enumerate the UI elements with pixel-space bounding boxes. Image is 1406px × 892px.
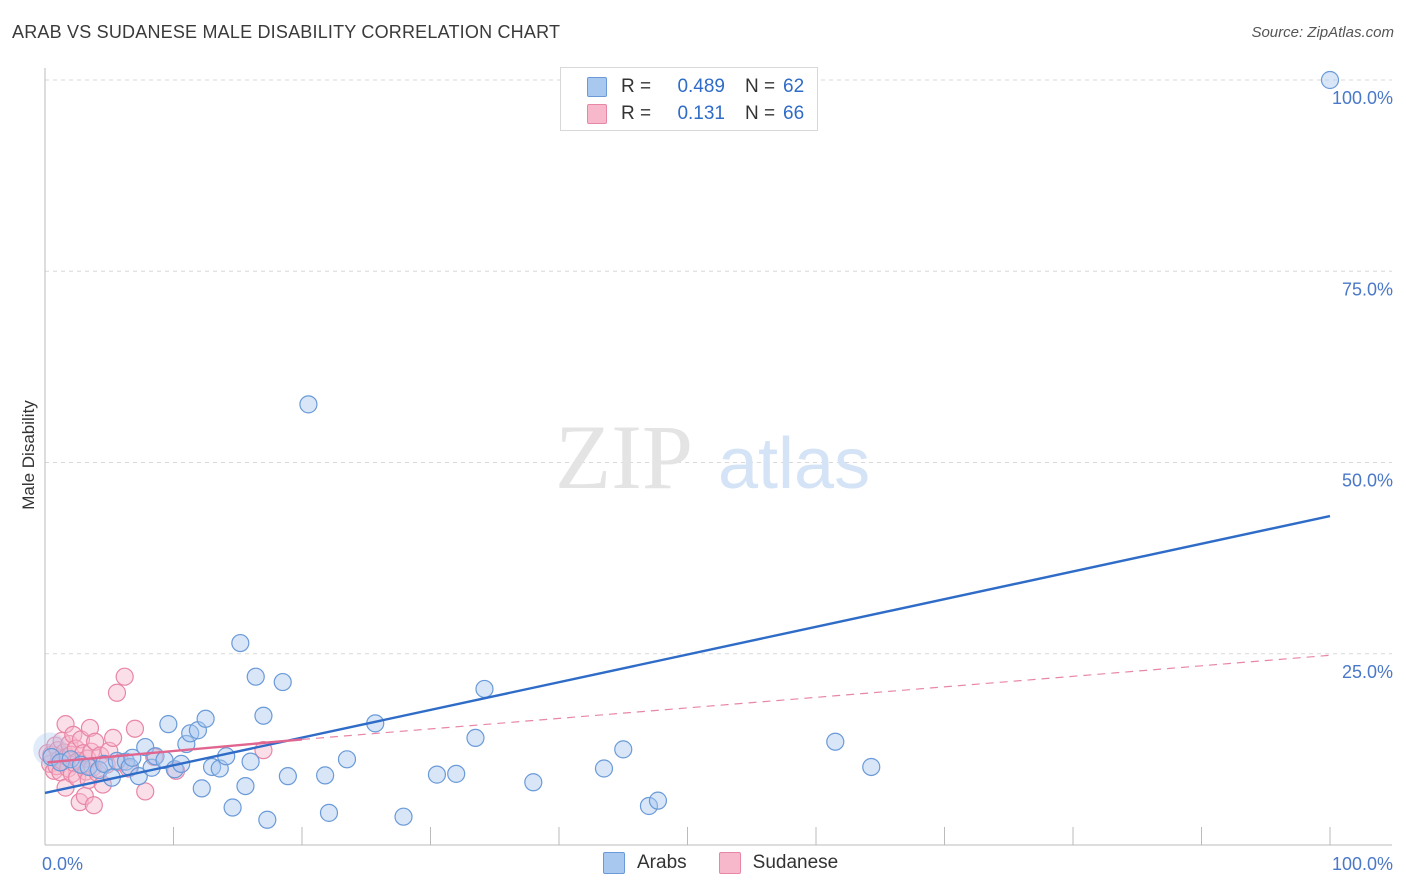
legend-n-value: 62 [783,76,805,97]
arabs-point [192,779,211,798]
y-tick-label: 25.0% [1342,662,1393,682]
legend-swatch-arabs [587,77,607,97]
legend-n-label: N = [745,76,776,97]
arabs-point [614,740,633,759]
arabs-point [447,764,466,783]
arabs-point [337,750,357,769]
sudanese-point [104,728,123,748]
sudanese-point [91,746,110,765]
arabs-point [177,734,196,754]
legend-row-arabs: R = 0.489 N = 62 [561,73,804,101]
legend-r-label: R = [621,76,652,97]
gridlines [45,79,1392,655]
arabs-point [236,776,255,796]
watermark: ZIP atlas [555,406,870,508]
arabs-point [466,728,485,748]
x-tick-label: 100.0% [1332,854,1393,874]
sudanese-trend-extension [301,654,1331,741]
sudanese-point [107,683,127,702]
sudanese-point [115,667,134,686]
arabs-point [246,667,265,686]
legend-r-value: 0.489 [677,76,725,97]
arabs-point [394,807,413,826]
series-legend: Arabs Sudanese [603,852,870,874]
legend-n-value: 66 [783,103,805,124]
y-tick-label: 75.0% [1342,279,1393,299]
arabs-point [231,633,250,653]
sudanese-point [82,742,101,761]
sudanese-trend-line [47,738,303,764]
arabs-point [594,759,614,778]
sudanese-point [136,782,155,801]
arabs-point [159,715,178,734]
sudanese-point [80,718,100,738]
legend-r-value: 0.131 [677,103,725,124]
watermark-atlas: atlas [718,424,870,504]
legend-row-sudanese: R = 0.131 N = 66 [561,100,804,128]
arabs-point [202,757,222,777]
sudanese-point [86,732,105,751]
arabs-point [427,765,447,784]
y-tick-labels: 25.0% 50.0% 75.0% 100.0% [1332,88,1393,682]
arabs-point [223,798,242,817]
arabs-point [316,766,335,785]
y-axis-label: Male Disability [19,400,38,510]
arabs-point [196,709,215,728]
legend-r-label: R = [621,103,652,124]
trend-lines [44,514,1331,795]
arabs-cluster-point [33,732,68,767]
sudanese-point [125,719,145,738]
arabs-point [648,791,668,810]
arabs-point [524,773,543,792]
legend-swatch-arabs [603,852,625,874]
arabs-point [136,737,155,757]
arabs-point [273,672,292,692]
legend-swatch-sudanese [718,852,741,874]
arabs-point [862,757,881,777]
legend-label-sudanese: Sudanese [752,852,839,873]
chart-title: ARAB VS SUDANESE MALE DISABILITY CORRELA… [12,22,561,42]
watermark-zip: ZIP [555,406,693,508]
x-tick-label: 0.0% [42,854,83,874]
y-tick-label: 100.0% [1332,88,1393,108]
sudanese-points [38,667,273,815]
arabs-point [258,810,277,829]
sudanese-point [84,796,103,815]
legend-n-label: N = [745,103,776,124]
legend-label-arabs: Arabs [637,852,687,873]
stats-legend: R = 0.489 N = 62 R = 0.131 N = 66 [560,67,818,131]
axes [44,68,1392,846]
arabs-point [1320,70,1340,90]
y-tick-label: 50.0% [1342,471,1393,491]
legend-item-sudanese[interactable]: Sudanese [718,852,839,874]
arabs-point [639,796,659,816]
arabs-point [254,706,273,725]
arabs-point [826,732,845,751]
arabs-point [319,803,339,822]
arabs-point [241,752,260,771]
arabs-point [299,395,318,414]
arabs-trend-line [44,514,1331,795]
arabs-point [475,679,494,699]
legend-swatch-sudanese [587,104,607,124]
legend-item-arabs[interactable]: Arabs [603,852,687,874]
source-label: Source: ZipAtlas.com [1251,24,1394,41]
arabs-point [278,767,297,786]
x-tick-labels: 0.0% 100.0% [42,854,1393,874]
